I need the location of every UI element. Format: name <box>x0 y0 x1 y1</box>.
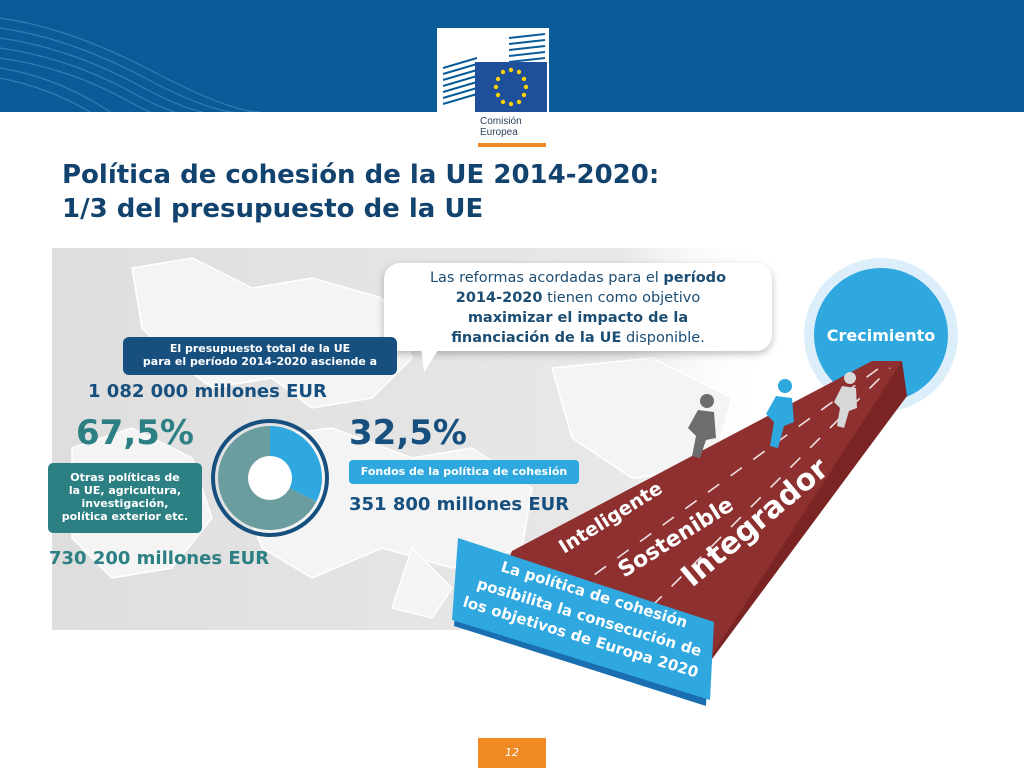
ec-logo: Comisión Europea <box>437 28 549 150</box>
running-track-graphic: Inteligente Sostenible Integrador La pol… <box>452 361 907 706</box>
logo-line2: Europea <box>480 127 518 138</box>
cohesion-percent: 32,5% <box>349 413 467 453</box>
logo-underline <box>478 143 546 147</box>
callout-text-1: Las reformas acordadas para el <box>429 270 664 286</box>
other-label-line3: investigación, <box>81 497 169 510</box>
callout-bold-3: maximizar el impacto de la <box>467 310 689 326</box>
donut-hole <box>248 456 292 500</box>
runner-white-icon <box>834 372 857 428</box>
page-number: 12 <box>478 738 546 768</box>
callout-text-2: tienen como objetivo <box>542 290 701 306</box>
berlaymont-icon <box>442 33 547 112</box>
donut-outer-ring <box>211 419 329 537</box>
cohesion-amount: 351 800 millones EUR <box>349 494 570 515</box>
budget-donut-chart <box>211 419 329 537</box>
callout-bold-2: 2014-2020 <box>455 290 543 306</box>
runner-blue-icon <box>766 379 794 448</box>
other-policies-label: Otras políticas de la UE, agricultura, i… <box>48 463 202 533</box>
callout-bold-4: financiación de la UE <box>451 330 622 346</box>
callout-text-3: disponible. <box>621 330 705 346</box>
track-lanes <box>571 365 891 627</box>
budget-label-line2: para el período 2014-2020 asciende a <box>142 355 378 368</box>
callout-tail <box>420 338 446 372</box>
cohesion-funds-label: Fondos de la política de cohesión <box>349 460 579 484</box>
title-line1: Política de cohesión de la UE 2014-2020: <box>62 160 660 190</box>
eu-stars-icon <box>493 67 529 107</box>
slide-title: Política de cohesión de la UE 2014-2020:… <box>62 158 659 226</box>
logo-line1: Comisión <box>480 116 522 127</box>
reform-callout: Las reformas acordadas para el período 2… <box>384 263 772 351</box>
header-decoration <box>0 17 261 112</box>
runner-icons <box>688 372 857 458</box>
budget-label-line1: El presupuesto total de la UE <box>169 342 351 355</box>
callout-bold-1: período <box>663 270 727 286</box>
other-label-line2: la UE, agricultura, <box>68 484 182 497</box>
title-line2: 1/3 del presupuesto de la UE <box>62 194 484 224</box>
growth-label: Crecimiento <box>826 326 936 345</box>
other-label-line1: Otras políticas de <box>70 471 180 484</box>
other-label-line4: política exterior etc. <box>61 510 189 523</box>
other-policies-amount: 730 200 millones EUR <box>49 548 270 569</box>
budget-label: El presupuesto total de la UE para el pe… <box>123 337 397 375</box>
other-policies-percent: 67,5% <box>76 413 194 453</box>
runner-grey-icon <box>688 394 716 458</box>
total-budget-amount: 1 082 000 millones EUR <box>88 381 327 402</box>
logo-text: Comisión Europea <box>480 116 522 138</box>
